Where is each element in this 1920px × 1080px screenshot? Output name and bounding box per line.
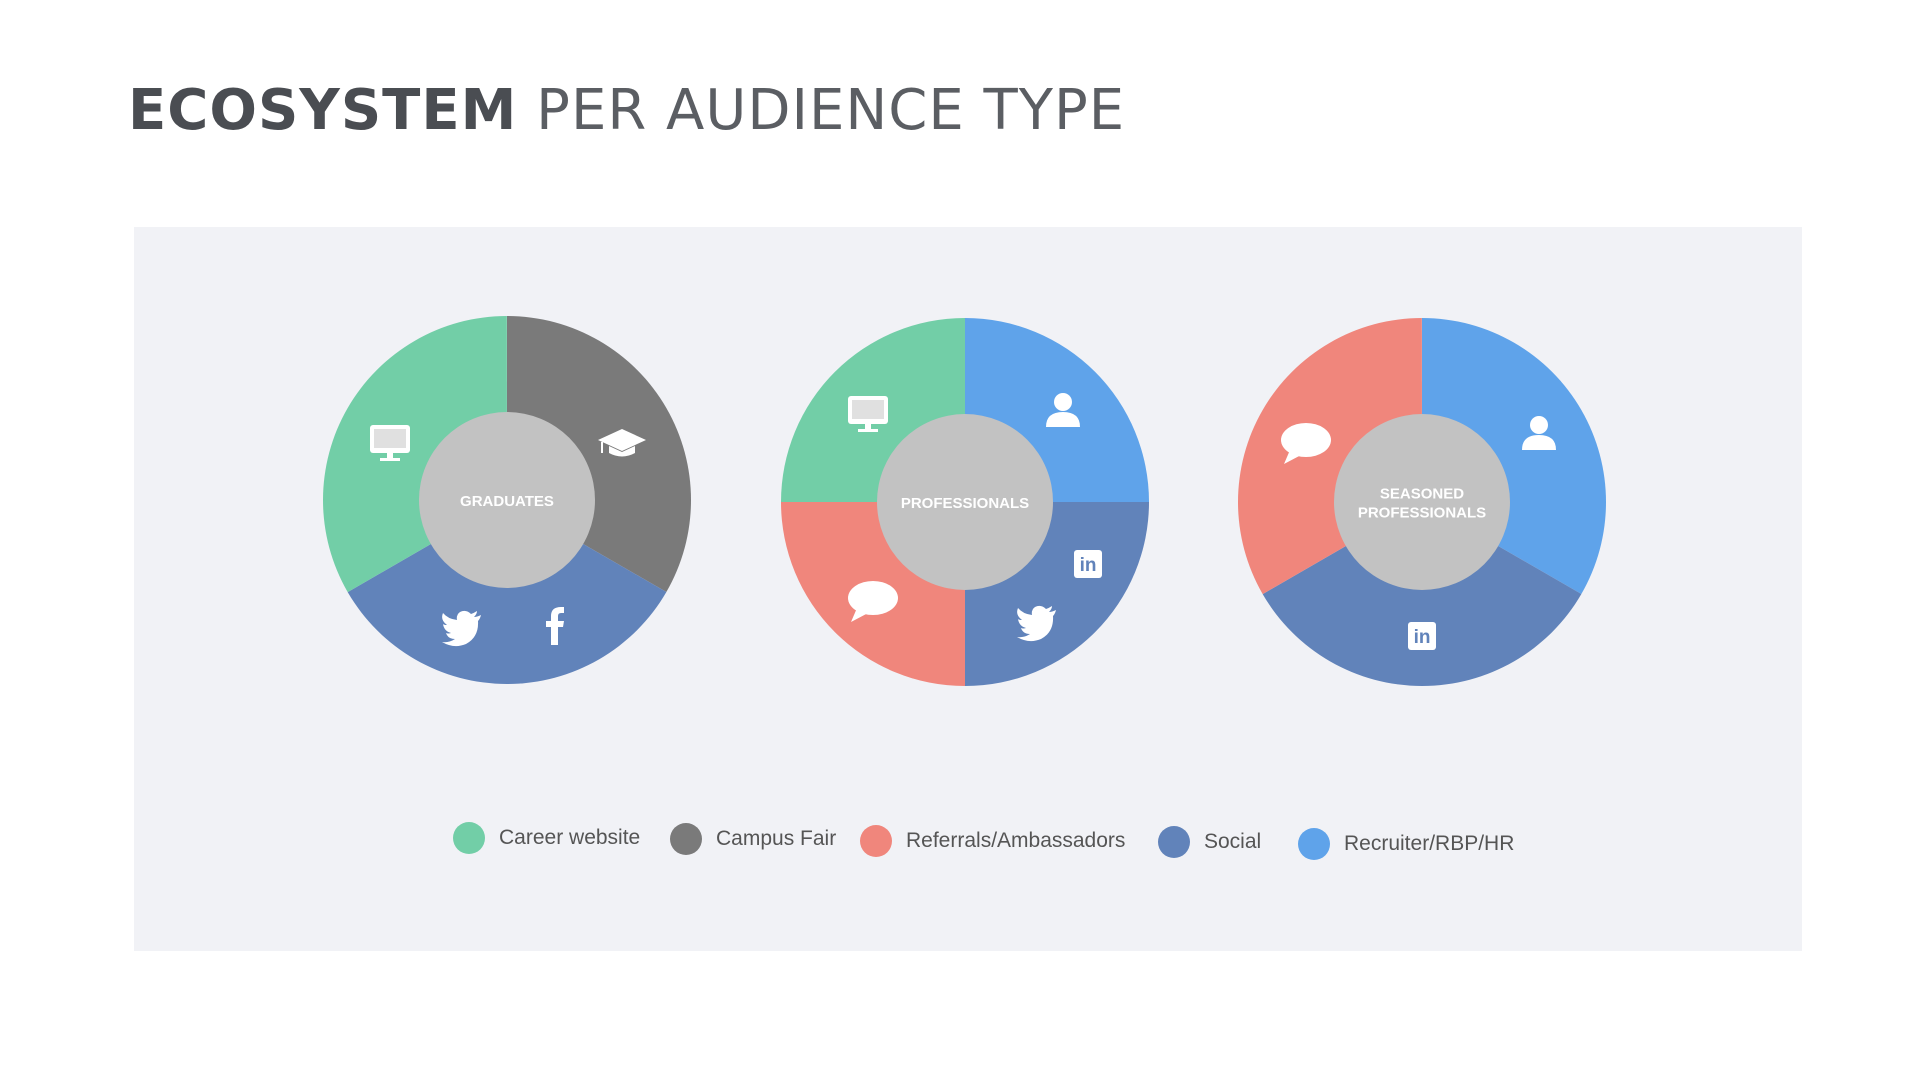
monitor-icon bbox=[848, 396, 888, 432]
slice-social bbox=[347, 500, 667, 684]
twitter-icon bbox=[442, 610, 481, 647]
donut-chart-3: in SEASONED PROFESSIONALS bbox=[1238, 318, 1606, 686]
graduation-cap-icon bbox=[598, 429, 646, 457]
linkedin-icon: in bbox=[1408, 622, 1436, 650]
donut-center bbox=[1334, 414, 1510, 590]
speech-bubble-icon bbox=[848, 581, 898, 622]
donut-center-label: SEASONED bbox=[1380, 486, 1464, 503]
twitter-icon bbox=[1017, 605, 1056, 642]
linkedin-icon: in bbox=[1074, 550, 1102, 578]
page-title-light: PER AUDIENCE TYPE bbox=[536, 78, 1126, 143]
facebook-icon bbox=[546, 607, 564, 645]
page-title: ECOSYSTEM PER AUDIENCE TYPE bbox=[128, 78, 1125, 143]
donut-center-label: GRADUATES bbox=[460, 493, 554, 510]
page-title-bold: ECOSYSTEM bbox=[128, 78, 518, 143]
monitor-icon bbox=[370, 425, 410, 461]
slice-social bbox=[1262, 502, 1582, 686]
donut-center bbox=[877, 414, 1053, 590]
svg-text:in: in bbox=[1080, 555, 1097, 576]
donut-center-label: PROFESSIONALS bbox=[901, 495, 1029, 512]
donut-center bbox=[419, 412, 595, 588]
donut-chart-1: GRADUATES bbox=[323, 316, 691, 684]
speech-bubble-icon bbox=[1281, 423, 1331, 464]
donut-chart-2: in PROFESSIONALS bbox=[781, 318, 1149, 686]
svg-text:in: in bbox=[1414, 627, 1431, 648]
person-icon bbox=[1522, 416, 1556, 450]
person-icon bbox=[1046, 393, 1080, 427]
donut-center-label: PROFESSIONALS bbox=[1358, 505, 1486, 522]
